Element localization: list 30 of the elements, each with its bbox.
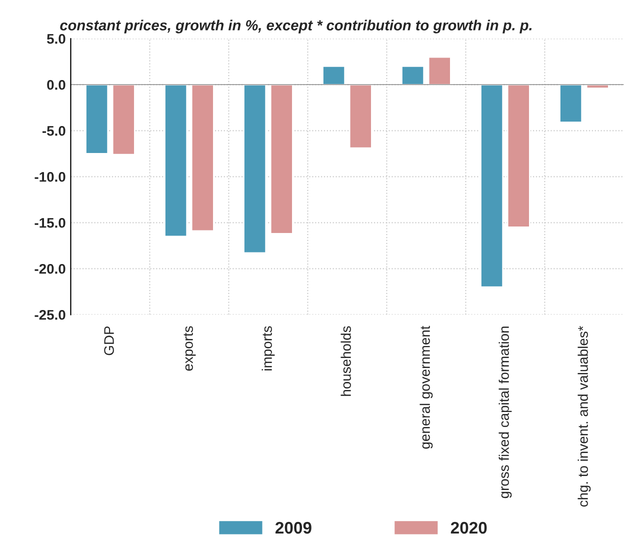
x-tick-label: exports — [184, 326, 196, 371]
x-tick-label: chg. to invent. and valuables* — [578, 326, 591, 507]
y-tick-label: -5.0 — [42, 126, 66, 136]
legend-label: 2009 — [275, 522, 312, 534]
chart-title: constant prices, growth in %, except * contribution to growth in p. p. — [60, 20, 532, 34]
y-tick-label: -15.0 — [34, 218, 66, 228]
y-tick-label: -10.0 — [34, 172, 66, 182]
bar — [270, 84, 294, 234]
y-tick-label: -25.0 — [34, 310, 66, 320]
x-tick-label: imports — [262, 326, 275, 370]
bar — [243, 84, 267, 254]
y-tick-label: 5.0 — [46, 34, 66, 44]
bar — [506, 84, 530, 228]
bar — [190, 84, 214, 232]
x-tick-label: households — [340, 326, 351, 396]
x-tick-label: general government — [420, 326, 433, 449]
bar — [85, 84, 109, 154]
x-tick-label: GDP — [104, 326, 114, 356]
bar — [322, 66, 346, 86]
bar — [428, 56, 452, 86]
bar — [112, 84, 136, 156]
bar — [164, 84, 188, 238]
bar — [401, 66, 425, 86]
bar — [559, 84, 583, 124]
y-tick-label: 0.0 — [47, 80, 66, 90]
bar — [348, 84, 372, 149]
y-tick-label: -20.0 — [34, 264, 66, 274]
bar — [480, 84, 504, 288]
legend-label: 2020 — [450, 522, 487, 534]
x-tick-label: gross fixed capital formation — [498, 326, 512, 498]
